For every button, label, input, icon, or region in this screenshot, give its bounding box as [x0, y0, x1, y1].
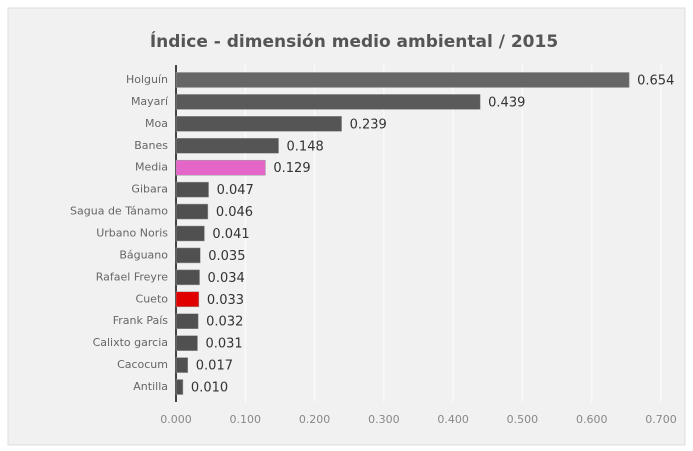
x-tick-label: 0.600 — [576, 413, 608, 426]
y-tick-label: Calixto garcia — [93, 336, 168, 349]
value-label: 0.439 — [488, 95, 525, 110]
bar — [175, 335, 198, 351]
bar — [175, 159, 266, 176]
value-label: 0.034 — [208, 271, 245, 286]
x-tick-label: 0.400 — [437, 413, 469, 426]
y-tick-label: Cueto — [136, 292, 169, 305]
x-tick-label: 0.300 — [368, 413, 400, 426]
value-label: 0.035 — [208, 249, 245, 264]
x-tick-label: 0.100 — [230, 413, 262, 426]
value-label: 0.239 — [350, 117, 387, 132]
y-tick-label: Media — [135, 161, 168, 174]
value-label: 0.017 — [196, 359, 233, 374]
value-label: 0.031 — [205, 337, 242, 352]
bar — [175, 357, 189, 373]
y-tick-label: Urbano Noris — [96, 227, 168, 240]
x-tick-label: 0.000 — [160, 413, 192, 426]
bar — [175, 181, 209, 198]
value-label: 0.047 — [217, 183, 254, 198]
y-tick-label: Frank País — [113, 314, 169, 327]
bar — [175, 116, 342, 132]
y-tick-label: Rafael Freyre — [96, 270, 168, 283]
value-label: 0.654 — [637, 73, 674, 88]
x-tick-label: 0.200 — [299, 413, 331, 426]
bar — [175, 138, 279, 154]
bar — [175, 313, 199, 329]
bar — [175, 72, 630, 88]
bar — [175, 247, 201, 264]
value-label: 0.046 — [216, 205, 253, 220]
chart-title: Índice - dimensión medio ambiental / 201… — [150, 30, 558, 52]
bar — [175, 203, 209, 220]
value-label: 0.148 — [287, 139, 324, 154]
y-tick-label: Antilla — [133, 380, 168, 393]
bar — [175, 94, 481, 110]
y-tick-label: Cacocum — [117, 358, 168, 371]
y-tick-label: Gibara — [131, 183, 168, 196]
value-label: 0.032 — [206, 315, 243, 330]
y-tick-label: Holguín — [126, 73, 168, 86]
y-tick-label: Banes — [134, 139, 168, 152]
y-tick-label: Sagua de Tánamo — [70, 205, 168, 218]
bar — [175, 225, 205, 242]
bar — [175, 269, 200, 286]
x-tick-label: 0.700 — [645, 413, 677, 426]
y-tick-label: Moa — [145, 117, 168, 130]
y-tick-label: Mayarí — [131, 95, 169, 108]
bar — [175, 291, 200, 308]
value-label: 0.010 — [191, 381, 228, 396]
value-label: 0.041 — [212, 227, 249, 242]
bar — [175, 379, 184, 395]
y-tick-label: Báguano — [119, 248, 168, 261]
value-label: 0.033 — [207, 293, 244, 308]
value-label: 0.129 — [273, 161, 310, 176]
x-tick-label: 0.500 — [507, 413, 539, 426]
